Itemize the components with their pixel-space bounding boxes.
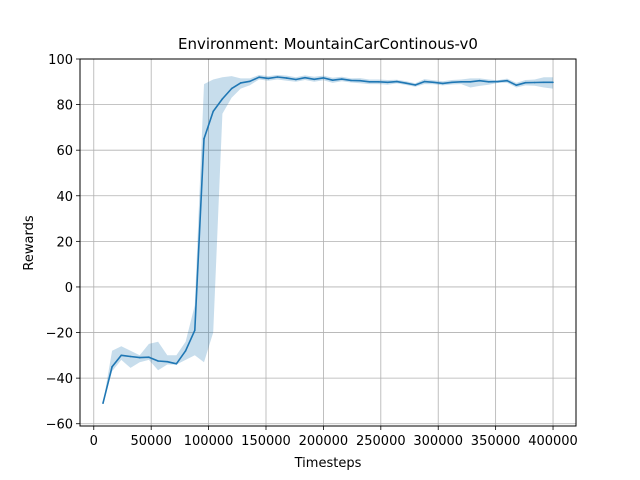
x-axis-label: Timesteps: [294, 456, 362, 471]
data-point: [285, 77, 288, 79]
x-tick-label: 200000: [299, 434, 349, 449]
data-point: [258, 76, 260, 78]
data-point: [432, 81, 435, 84]
data-point: [543, 81, 545, 84]
y-tick-label: 60: [56, 144, 73, 159]
series-line-layer: [102, 76, 554, 405]
data-point: [221, 98, 224, 100]
data-point: [368, 81, 371, 83]
data-point: [304, 76, 306, 79]
data-point: [276, 76, 279, 78]
data-point: [313, 78, 316, 81]
data-point: [230, 87, 233, 90]
data-point: [414, 84, 417, 86]
data-point: [184, 350, 187, 352]
y-tick-label: −40: [46, 372, 73, 387]
y-axis-ticks: −60 −40 −20 0 20 40 60 80 100: [46, 53, 80, 433]
series-line: [102, 76, 553, 404]
data-point: [460, 81, 463, 83]
x-tick-label: 300000: [413, 434, 463, 449]
chart-title: Environment: MountainCarContinous-v0: [178, 35, 478, 53]
data-point: [386, 81, 389, 84]
confidence-band-layer: [103, 75, 553, 404]
data-point: [212, 110, 214, 113]
x-tick-label: 50000: [131, 434, 172, 449]
x-tick-label: 100000: [184, 434, 234, 449]
data-point: [322, 77, 325, 79]
data-point: [396, 80, 398, 83]
data-point: [487, 81, 490, 83]
data-point: [249, 80, 251, 83]
x-tick-label: 0: [90, 434, 98, 449]
data-point: [423, 80, 426, 83]
confidence-band: [103, 75, 553, 404]
data-point: [478, 79, 481, 82]
data-point: [157, 360, 159, 362]
data-point: [102, 402, 104, 405]
data-point: [341, 78, 343, 80]
data-point: [295, 78, 297, 81]
y-tick-label: 20: [56, 235, 73, 250]
data-point: [175, 363, 178, 365]
data-point: [359, 79, 361, 82]
data-point: [203, 138, 205, 140]
data-point: [239, 82, 242, 84]
y-axis-label: Rewards: [22, 215, 37, 270]
data-point: [451, 81, 453, 84]
data-point: [469, 81, 472, 83]
data-point: [405, 82, 407, 84]
data-point: [120, 354, 123, 357]
data-point: [552, 81, 554, 84]
data-point: [331, 79, 334, 81]
data-point: [148, 356, 150, 359]
data-point: [138, 356, 141, 359]
y-tick-label: 0: [65, 281, 73, 296]
x-tick-label: 350000: [471, 434, 521, 449]
y-tick-label: −20: [46, 327, 73, 342]
data-point: [194, 329, 196, 332]
data-point: [442, 82, 444, 85]
data-point: [515, 84, 518, 86]
data-point: [533, 81, 536, 84]
data-point: [166, 360, 169, 363]
x-tick-label: 150000: [241, 434, 291, 449]
x-tick-label: 250000: [356, 434, 406, 449]
x-axis-ticks: 0 50000 100000 150000 200000 250000 300000 3500…: [90, 426, 578, 449]
x-tick-label: 400000: [528, 434, 578, 449]
plot-frame: [79, 58, 577, 427]
y-tick-label: −60: [46, 418, 73, 433]
data-point: [129, 355, 132, 358]
y-tick-label: 100: [48, 53, 73, 68]
data-point: [524, 81, 527, 84]
data-point: [350, 79, 352, 82]
data-point: [267, 77, 270, 80]
data-point: [506, 79, 508, 82]
data-point: [377, 81, 380, 83]
y-tick-label: 80: [56, 99, 73, 114]
data-point: [111, 365, 113, 368]
y-tick-label: 40: [56, 190, 73, 205]
data-point: [497, 80, 499, 83]
